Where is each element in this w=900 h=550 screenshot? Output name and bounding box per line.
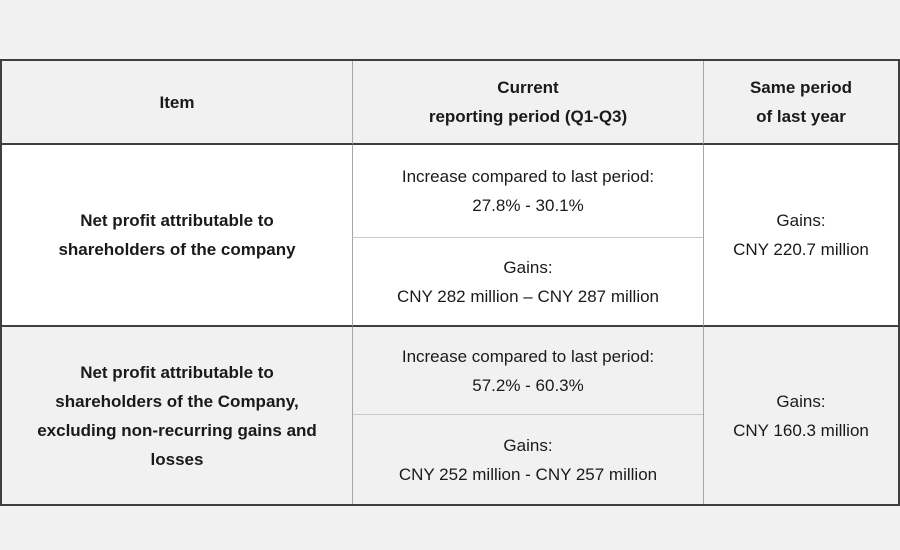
item-cell-net-profit-excluding: Net profit attributable to shareholders … — [2, 327, 352, 504]
item-line: Net profit attributable to — [80, 362, 274, 382]
gains-label: Gains: — [503, 257, 553, 277]
increase-range: 27.8% - 30.1% — [472, 196, 584, 215]
same-period-gains-value: CNY 220.7 million — [733, 240, 869, 259]
same-period-cell-row2: Gains: CNY 160.3 million — [703, 327, 898, 504]
item-line: shareholders of the company — [58, 240, 296, 259]
increase-label: Increase compared to last period: — [401, 346, 655, 366]
item-line: losses — [150, 449, 204, 469]
increase-range: 57.2% - 60.3% — [472, 375, 584, 395]
header-current-line-2: reporting period (Q1-Q3) — [428, 107, 628, 126]
financial-results-table: Item Current reporting period (Q1-Q3) Sa… — [0, 59, 900, 506]
gains-range: CNY 252 million - CNY 257 million — [398, 464, 658, 484]
gains-cell-row2: Gains: CNY 252 million - CNY 257 million — [352, 415, 703, 504]
header-cell-item: Item — [2, 61, 352, 145]
item-line: Net profit attributable to — [80, 211, 274, 230]
header-cell-current-period: Current reporting period (Q1-Q3) — [352, 61, 703, 145]
item-line: shareholders of the Company, — [55, 391, 299, 411]
increase-label: Increase compared to last period: — [401, 167, 655, 186]
header-current-line-1: Current — [497, 78, 559, 97]
same-period-cell-row1: Gains: CNY 220.7 million — [703, 145, 898, 327]
item-line: excluding non-recurring gains and — [37, 420, 317, 440]
header-same-period-line-2: of last year — [756, 107, 846, 126]
increase-cell-row1: Increase compared to last period: 27.8% … — [352, 145, 703, 238]
gains-label: Gains: — [503, 435, 553, 455]
header-same-period-line-1: Same period — [749, 78, 853, 97]
header-cell-same-period: Same period of last year — [703, 61, 898, 145]
same-period-gains-label: Gains: — [776, 211, 826, 230]
gains-range: CNY 282 million – CNY 287 million — [396, 286, 660, 306]
same-period-gains-label: Gains: — [776, 391, 826, 411]
gains-cell-row1: Gains: CNY 282 million – CNY 287 million — [352, 238, 703, 327]
increase-cell-row2: Increase compared to last period: 57.2% … — [352, 327, 703, 415]
item-cell-net-profit: Net profit attributable to shareholders … — [2, 145, 352, 327]
same-period-gains-value: CNY 160.3 million — [733, 420, 869, 440]
header-item-label: Item — [159, 92, 195, 112]
